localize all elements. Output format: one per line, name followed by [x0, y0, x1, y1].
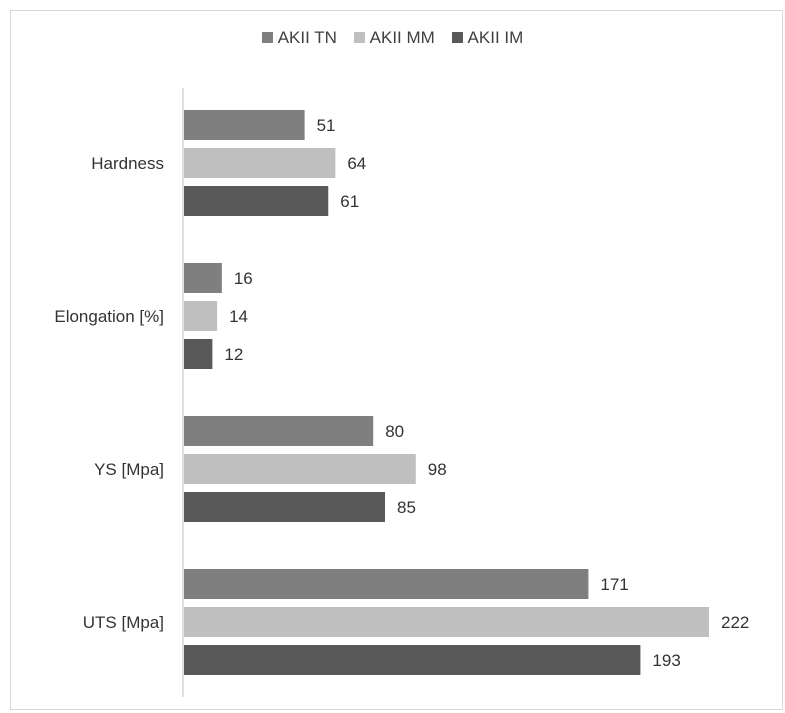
legend-item-akii-mm: AKII MM	[353, 28, 435, 48]
bar-akii-tn-ys-mpa	[184, 416, 374, 446]
data-label-akii-im-uts-mpa: 193	[652, 651, 680, 670]
legend-swatch-akii-im	[451, 32, 463, 43]
data-label-akii-mm-hardness: 64	[347, 154, 366, 173]
legend-swatch-akii-mm	[353, 32, 365, 43]
legend-item-akii-tn: AKII TN	[261, 28, 337, 48]
category-label-uts-mpa: UTS [Mpa]	[83, 613, 164, 632]
bar-akii-im-ys-mpa	[184, 492, 386, 522]
data-label-akii-tn-uts-mpa: 171	[600, 575, 628, 594]
data-label-akii-mm-uts-mpa: 222	[721, 613, 749, 632]
data-label-akii-tn-hardness: 51	[317, 116, 336, 135]
bar-akii-tn-elongation	[184, 263, 222, 293]
data-label-akii-tn-elongation: 16	[234, 269, 253, 288]
bar-akii-mm-uts-mpa	[184, 607, 709, 637]
data-label-akii-tn-ys-mpa: 80	[385, 422, 404, 441]
bar-akii-im-hardness	[184, 186, 329, 216]
bar-akii-tn-uts-mpa	[184, 569, 589, 599]
bar-akii-im-elongation	[184, 339, 213, 369]
bar-akii-tn-hardness	[184, 110, 305, 140]
legend-item-akii-im: AKII IM	[451, 28, 524, 48]
legend-label-akii-mm: AKII MM	[369, 28, 435, 47]
data-label-akii-im-ys-mpa: 85	[397, 498, 416, 517]
bar-akii-im-uts-mpa	[184, 645, 641, 675]
category-label-hardness: Hardness	[91, 154, 164, 173]
data-label-akii-im-elongation: 12	[224, 345, 243, 364]
chart-legend: AKII TN AKII MM AKII IM	[0, 28, 785, 48]
legend-swatch-akii-tn	[261, 32, 273, 43]
bar-akii-mm-hardness	[184, 148, 336, 178]
data-label-akii-mm-elongation: 14	[229, 307, 248, 326]
legend-label-akii-im: AKII IM	[467, 28, 524, 47]
data-label-akii-mm-ys-mpa: 98	[428, 460, 447, 479]
category-label-elongation: Elongation [%]	[54, 307, 164, 326]
bar-akii-mm-ys-mpa	[184, 454, 416, 484]
data-label-akii-im-hardness: 61	[340, 192, 359, 211]
category-label-ys-mpa: YS [Mpa]	[94, 460, 164, 479]
bar-akii-mm-elongation	[184, 301, 218, 331]
legend-label-akii-tn: AKII TN	[277, 28, 337, 47]
